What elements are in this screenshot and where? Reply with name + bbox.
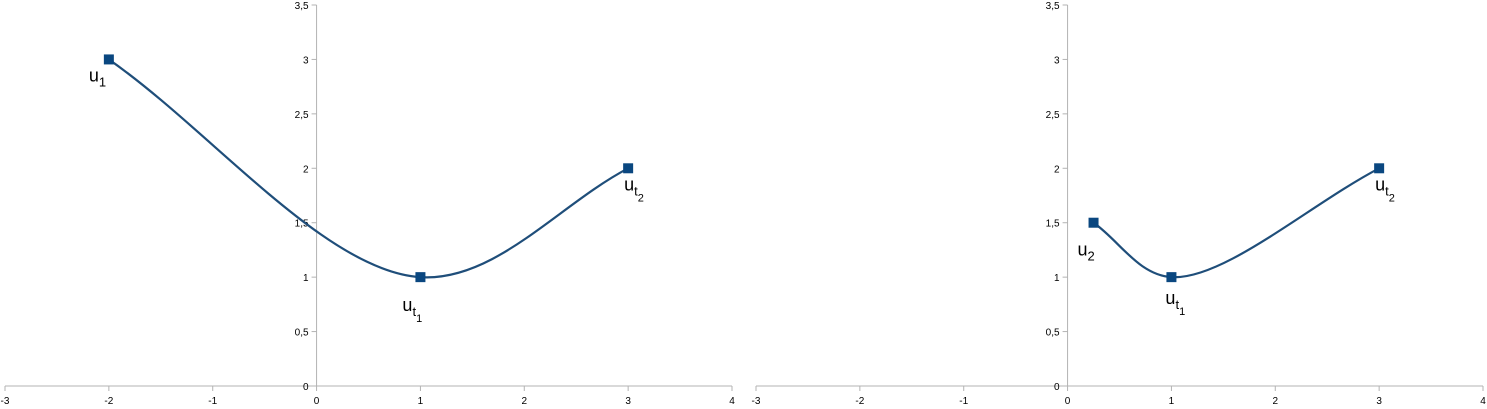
data-point-marker — [1088, 217, 1099, 228]
chart-right: -3 -2 -1 0 1 2 3 4 0 0,5 1 1,5 2 2,5 3 3,5 u2 ut1 ut2 — [752, 1, 1487, 407]
data-point-marker — [415, 272, 426, 283]
y-tick-label: 1 — [1054, 273, 1060, 284]
data-point-label: u1 — [89, 65, 106, 89]
series-line — [108, 58, 629, 279]
x-tick-label: -2 — [104, 396, 113, 407]
y-tick-label: 2 — [1054, 164, 1060, 175]
y-tick-label: 3,5 — [295, 1, 309, 12]
x-tick-label: -1 — [959, 396, 968, 407]
x-tick-label: 4 — [1480, 396, 1486, 407]
data-point-label: ut1 — [402, 295, 422, 325]
chart-left: -3 -2 -1 0 1 2 3 4 0 0,5 1 1,5 2 2,5 3 3,5 u1 ut1 ut2 — [1, 1, 736, 407]
x-tick-label: 0 — [1065, 396, 1071, 407]
x-tick-label: -3 — [752, 396, 761, 407]
x-tick-label: -3 — [1, 396, 10, 407]
y-tick-label: 3 — [1054, 55, 1060, 66]
x-tick-label: 2 — [522, 396, 528, 407]
data-point-marker — [1166, 272, 1177, 283]
y-tick-label: 1,5 — [1046, 219, 1060, 230]
y-tick-label: 2 — [303, 164, 309, 175]
series-line — [1092, 167, 1380, 279]
y-tick-label: 3 — [303, 55, 309, 66]
data-point-label: ut2 — [1375, 174, 1395, 204]
x-tick-label: -1 — [208, 396, 217, 407]
y-tick-label: 2,5 — [1046, 110, 1060, 121]
y-tick-label: 2,5 — [295, 110, 309, 121]
y-tick-label: 0,5 — [1046, 328, 1060, 339]
x-tick-label: 1 — [1169, 396, 1175, 407]
y-tick-label: 1 — [303, 273, 309, 284]
data-point-marker — [623, 163, 634, 174]
x-tick-label: 4 — [729, 396, 735, 407]
y-tick-label: 0,5 — [295, 328, 309, 339]
x-tick-label: 3 — [1376, 396, 1382, 407]
y-tick-label: 3,5 — [1046, 1, 1060, 12]
data-point-label: u2 — [1078, 240, 1095, 264]
y-tick-label: 1,5 — [295, 219, 309, 230]
y-tick-label: 0 — [1054, 382, 1060, 393]
x-tick-label: -2 — [855, 396, 864, 407]
data-point-marker — [1374, 163, 1385, 174]
x-tick-label: 3 — [625, 396, 631, 407]
data-point-marker — [103, 54, 114, 65]
x-tick-label: 2 — [1273, 396, 1279, 407]
data-point-label: ut1 — [1165, 288, 1185, 318]
data-point-label: ut2 — [624, 174, 644, 204]
x-tick-label: 1 — [418, 396, 424, 407]
x-tick-label: 0 — [314, 396, 320, 407]
y-tick-label: 0 — [303, 382, 309, 393]
